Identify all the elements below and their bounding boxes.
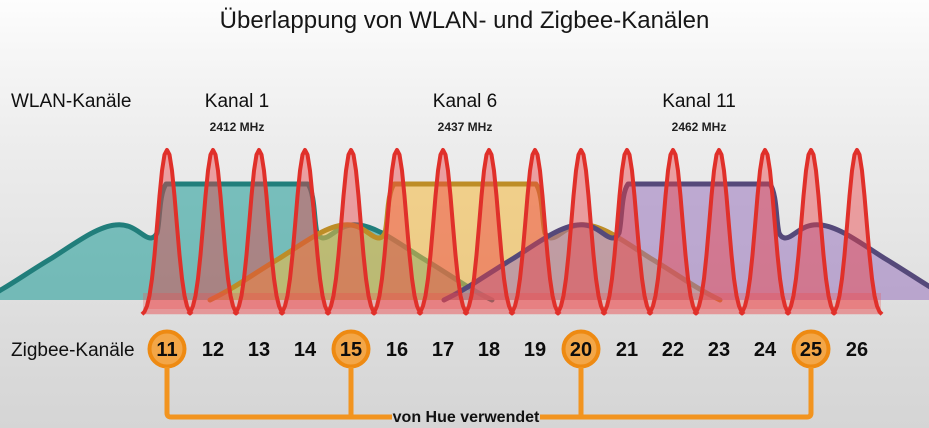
- hue-bracket-line: [164, 367, 392, 420]
- zigbee-highlight-circle-20: [561, 329, 601, 369]
- zigbee-channel-number-14: 14: [293, 339, 317, 361]
- zigbee-channel-number-25: 25: [799, 339, 823, 361]
- wlan-channel-freq: 2462 MHz: [671, 120, 727, 134]
- zigbee-channel-number-18: 18: [477, 339, 501, 361]
- zigbee-channel-number-12: 12: [201, 339, 225, 361]
- zigbee-channel-number-19: 19: [523, 339, 547, 361]
- zigbee-peak-outline-15: [324, 148, 378, 316]
- zigbee-peak-outline-25: [784, 148, 838, 316]
- zigbee-peak-outline-24: [738, 148, 792, 316]
- zigbee-peak-outline-12: [186, 148, 240, 316]
- zigbee-base-band: [143, 293, 881, 309]
- zigbee-channel-number-11: 11: [156, 339, 178, 361]
- wlan-channel-freq: 2412 MHz: [209, 120, 265, 134]
- zigbee-channel-number-20: 20: [569, 339, 593, 361]
- zigbee-peak-outline-18: [462, 148, 516, 316]
- zigbee-channel-number-22: 22: [661, 339, 685, 361]
- zigbee-highlight-circle-11: [147, 329, 187, 369]
- zigbee-channel-number-24: 24: [753, 339, 777, 361]
- zigbee-peak-outline-11: [140, 148, 194, 316]
- hue-bracket-line: [540, 367, 814, 420]
- zigbee-channel-number-16: 16: [385, 339, 409, 361]
- zigbee-channel-number-21: 21: [615, 339, 639, 361]
- zigbee-peak-outline-21: [600, 148, 654, 316]
- zigbee-peak-outline-22: [646, 148, 700, 316]
- zigbee-highlight-circle-25: [791, 329, 831, 369]
- wlan-channel-label-group-3: Kanal 11 2462 MHz: [662, 91, 736, 134]
- wlan-channel-freq: 2437 MHz: [437, 120, 493, 134]
- wlan-channel-name: Kanal 11: [662, 91, 736, 112]
- zigbee-highlight-circle-15: [331, 329, 371, 369]
- chart-title: Überlappung von WLAN- und Zigbee-Kanälen: [219, 7, 710, 34]
- wlan-channel-label-group-1: Kanal 1 2412 MHz: [205, 91, 269, 134]
- zigbee-channel-number-15: 15: [339, 339, 363, 361]
- wlan-channel-name: Kanal 6: [432, 91, 498, 112]
- zigbee-channel-number-17: 17: [431, 339, 455, 361]
- wlan-channel-label-group-2: Kanal 6 2437 MHz: [433, 91, 497, 134]
- zigbee-peak-outline-23: [692, 148, 746, 316]
- hue-annotation: von Hue verwendet: [392, 409, 540, 426]
- zigbee-peak-outline-14: [278, 148, 332, 316]
- zigbee-channel-number-13: 13: [247, 339, 271, 361]
- wlan-axis-label: WLAN-Kanäle: [11, 91, 132, 112]
- wlan-channel-name: Kanal 1: [204, 91, 270, 112]
- zigbee-peak-outline-19: [508, 148, 562, 316]
- zigbee-peak-outline-13: [232, 148, 286, 316]
- zigbee-channel-number-26: 26: [845, 339, 869, 361]
- zigbee-peak-outline-17: [416, 148, 470, 316]
- zigbee-peak-outline-26: [830, 148, 884, 316]
- zigbee-peak-outline-20: [554, 148, 608, 316]
- zigbee-channel-number-23: 23: [707, 339, 731, 361]
- zigbee-peak-outline-16: [370, 148, 424, 316]
- zigbee-axis-label: Zigbee-Kanäle: [11, 340, 135, 361]
